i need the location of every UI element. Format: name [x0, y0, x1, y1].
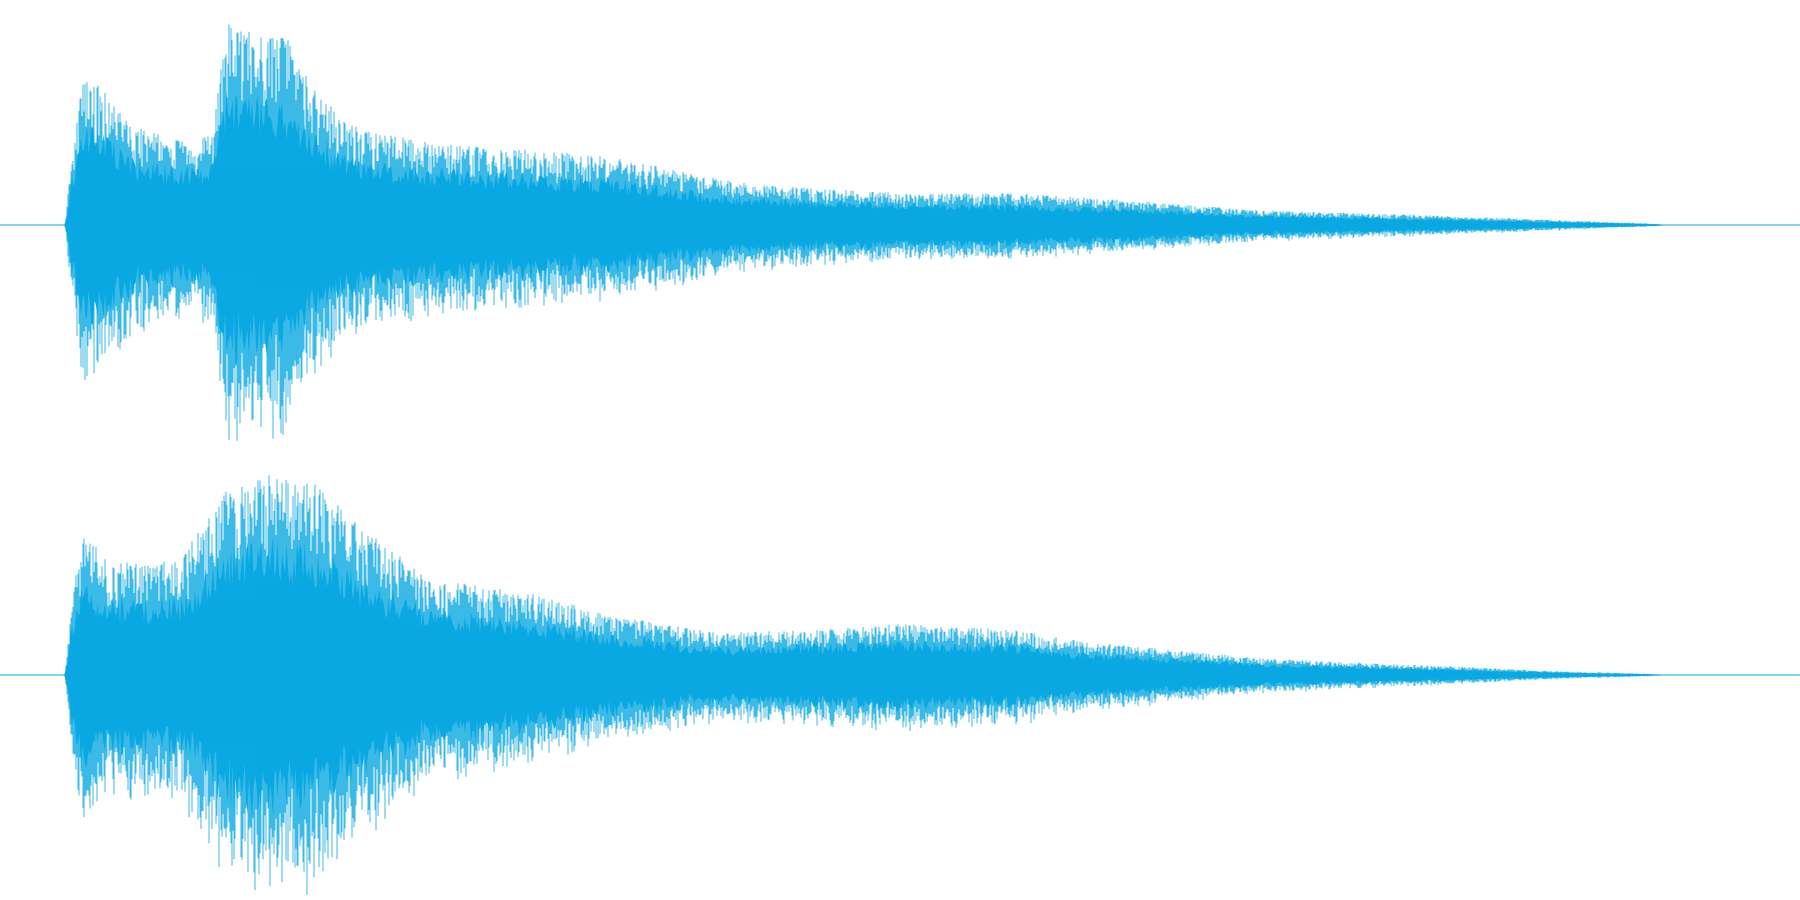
- waveform-channel-bottom: [0, 475, 1800, 895]
- waveform-peaks: [64, 24, 1674, 441]
- waveform-channel-top: [0, 24, 1800, 441]
- waveform-peaks: [64, 475, 1673, 895]
